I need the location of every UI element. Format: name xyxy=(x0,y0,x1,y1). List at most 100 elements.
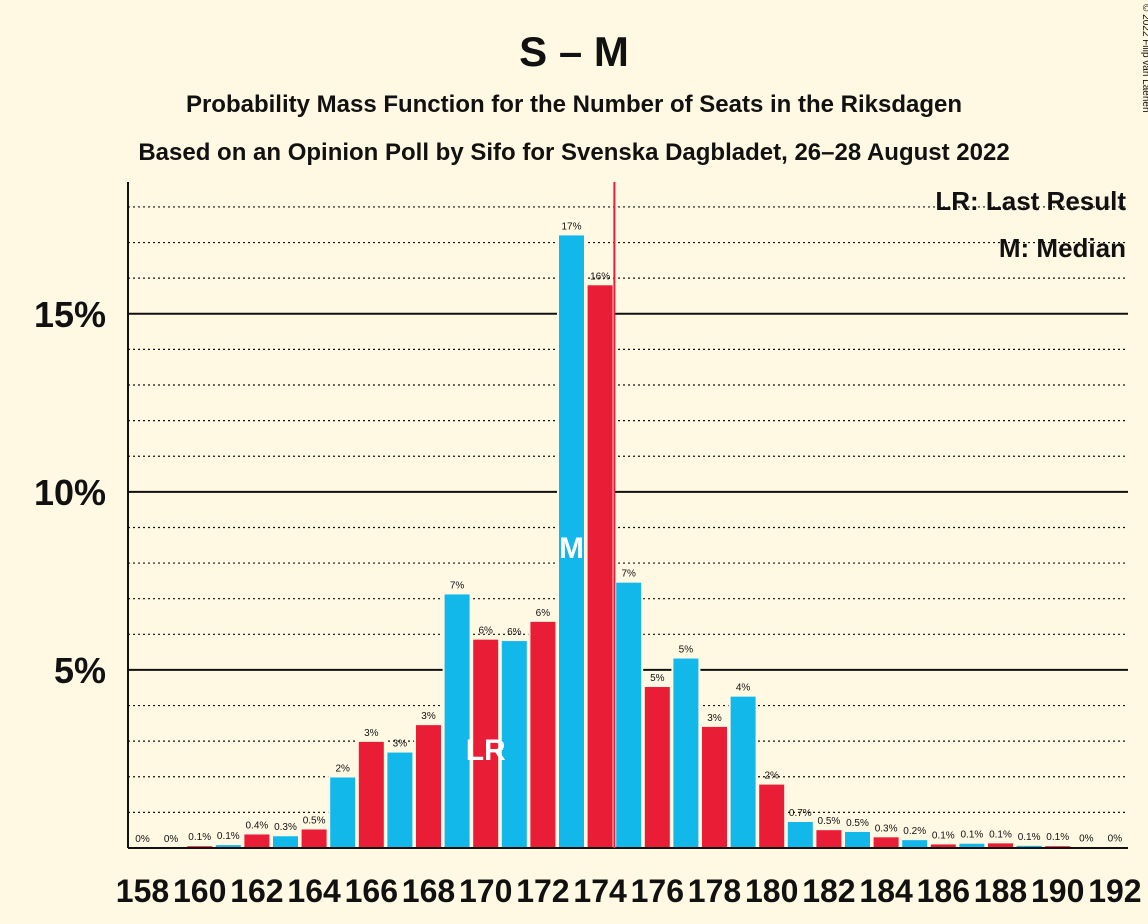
bar-seat-167 xyxy=(387,752,413,848)
x-tick-label: 160 xyxy=(173,873,226,909)
x-tick-label: 180 xyxy=(745,873,798,909)
data-label-seat-169: 7% xyxy=(450,580,465,591)
data-label-seat-187: 0.1% xyxy=(961,830,984,841)
data-label-seat-172: 6% xyxy=(536,608,551,619)
data-label-seat-158: 0% xyxy=(135,834,150,845)
data-label-seat-192: 0% xyxy=(1108,834,1123,845)
y-tick-label: 10% xyxy=(34,472,106,513)
x-tick-label: 168 xyxy=(402,873,455,909)
chart-title: S – M xyxy=(519,28,629,75)
data-label-seat-184: 0.3% xyxy=(875,823,898,834)
legend: LR: Last Result M: Median xyxy=(935,186,1126,263)
median-marker: M xyxy=(559,532,584,565)
bar-seat-168 xyxy=(416,725,441,848)
data-label-seat-181: 0.7% xyxy=(789,808,812,819)
axes: 158 160 162 164 166 168 170 172 174 176 178 180 182 1… xyxy=(116,182,1142,909)
bar-halo xyxy=(1100,845,1130,848)
data-label-seat-166: 3% xyxy=(364,728,379,739)
data-label-seat-186: 0.1% xyxy=(932,830,955,841)
data-label-seat-174: 16% xyxy=(590,271,610,282)
bar-seat-189 xyxy=(1016,845,1042,848)
bar-seat-164 xyxy=(301,829,327,848)
bar-halo xyxy=(1071,845,1101,848)
bar-markers: LR M xyxy=(466,532,584,767)
data-label-seat-161: 0.1% xyxy=(217,831,240,842)
data-label-seat-179: 4% xyxy=(736,683,751,694)
bar-seat-185 xyxy=(902,840,928,848)
data-label-seat-159: 0% xyxy=(164,834,179,845)
data-label-seat-160: 0.1% xyxy=(188,832,211,843)
bar-seat-188 xyxy=(988,843,1013,848)
bar-seat-171 xyxy=(501,641,527,848)
bar-seat-174 xyxy=(587,285,613,848)
x-tick-label: 182 xyxy=(802,873,855,909)
data-label-seat-189: 0.1% xyxy=(1018,832,1041,843)
gridlines: 5% 10% 15% xyxy=(34,206,1128,813)
bar-seat-165 xyxy=(330,777,356,848)
bar-seat-169 xyxy=(444,594,470,848)
bar-seat-170 xyxy=(473,639,499,848)
chart-subtitle-poll: Based on an Opinion Poll by Sifo for Sve… xyxy=(138,139,1009,166)
data-label-seat-176: 5% xyxy=(650,673,665,684)
bar-seat-181 xyxy=(787,822,813,848)
last-result-marker: LR xyxy=(466,734,506,767)
bar-seat-178 xyxy=(702,726,727,848)
bars xyxy=(185,233,1130,848)
copyright-note: © 2022 Filip van Laenen xyxy=(1140,4,1148,113)
bar-seat-184 xyxy=(873,837,899,848)
bar-seat-175 xyxy=(616,582,642,848)
data-label-seat-168: 3% xyxy=(421,711,436,722)
data-label-seat-162: 0.4% xyxy=(246,820,269,831)
x-tick-label: 186 xyxy=(917,873,970,909)
y-tick-label: 5% xyxy=(54,650,106,691)
x-tick-label: 166 xyxy=(345,873,398,909)
data-label-seat-190: 0.1% xyxy=(1046,832,1069,843)
legend-median: M: Median xyxy=(999,233,1126,263)
x-tick-label: 178 xyxy=(688,873,741,909)
bar-seat-163 xyxy=(273,836,298,848)
y-tick-label: 15% xyxy=(34,294,106,335)
data-label-seat-164: 0.5% xyxy=(303,815,326,826)
data-label-seat-188: 0.1% xyxy=(989,829,1012,840)
bar-halo xyxy=(1043,844,1073,848)
bar-seat-161 xyxy=(215,845,241,848)
data-label-seat-191: 0% xyxy=(1079,833,1094,844)
x-tick-label: 158 xyxy=(116,873,169,909)
x-tick-label: 176 xyxy=(631,873,684,909)
x-tick-label: 184 xyxy=(859,873,913,909)
bar-seat-187 xyxy=(959,843,985,848)
x-tick-label: 190 xyxy=(1031,873,1084,909)
bar-seat-186 xyxy=(930,844,956,848)
data-label-seat-165: 2% xyxy=(335,763,350,774)
x-tick-label: 192 xyxy=(1088,873,1141,909)
data-label-seat-163: 0.3% xyxy=(274,822,297,833)
x-tick-label: 174 xyxy=(573,873,627,909)
x-tick-label: 162 xyxy=(230,873,283,909)
bar-seat-179 xyxy=(730,696,756,848)
bar-seat-173 xyxy=(559,235,584,848)
bar-halo xyxy=(185,844,215,848)
data-label-seat-170: 6% xyxy=(478,626,493,637)
x-tick-label: 188 xyxy=(974,873,1027,909)
data-label-seat-175: 7% xyxy=(621,569,636,580)
bar-seat-172 xyxy=(530,621,556,848)
data-labels: 0% 0% 0.1% 0.1% 0.4% 0.3% 0.5% 2% 3% 3% 3% 7% 6% 6% 6%… xyxy=(135,221,1122,845)
bar-seat-176 xyxy=(644,687,670,848)
chart-subtitle: Probability Mass Function for the Number… xyxy=(186,91,962,118)
bar-seat-162 xyxy=(244,834,270,848)
data-label-seat-185: 0.2% xyxy=(903,826,926,837)
data-label-seat-171: 6% xyxy=(507,627,522,638)
x-tick-label: 164 xyxy=(287,873,341,909)
bar-seat-182 xyxy=(816,830,842,848)
data-label-seat-167: 3% xyxy=(393,739,408,750)
bar-seat-183 xyxy=(845,831,870,848)
bar-seat-180 xyxy=(759,784,785,848)
data-label-seat-177: 5% xyxy=(679,645,694,656)
x-tick-label: 172 xyxy=(516,873,569,909)
bar-seat-166 xyxy=(358,741,384,848)
data-label-seat-173: 17% xyxy=(561,221,581,232)
legend-last-result: LR: Last Result xyxy=(935,186,1126,216)
data-label-seat-183: 0.5% xyxy=(846,818,869,829)
bar-seat-177 xyxy=(673,658,699,848)
